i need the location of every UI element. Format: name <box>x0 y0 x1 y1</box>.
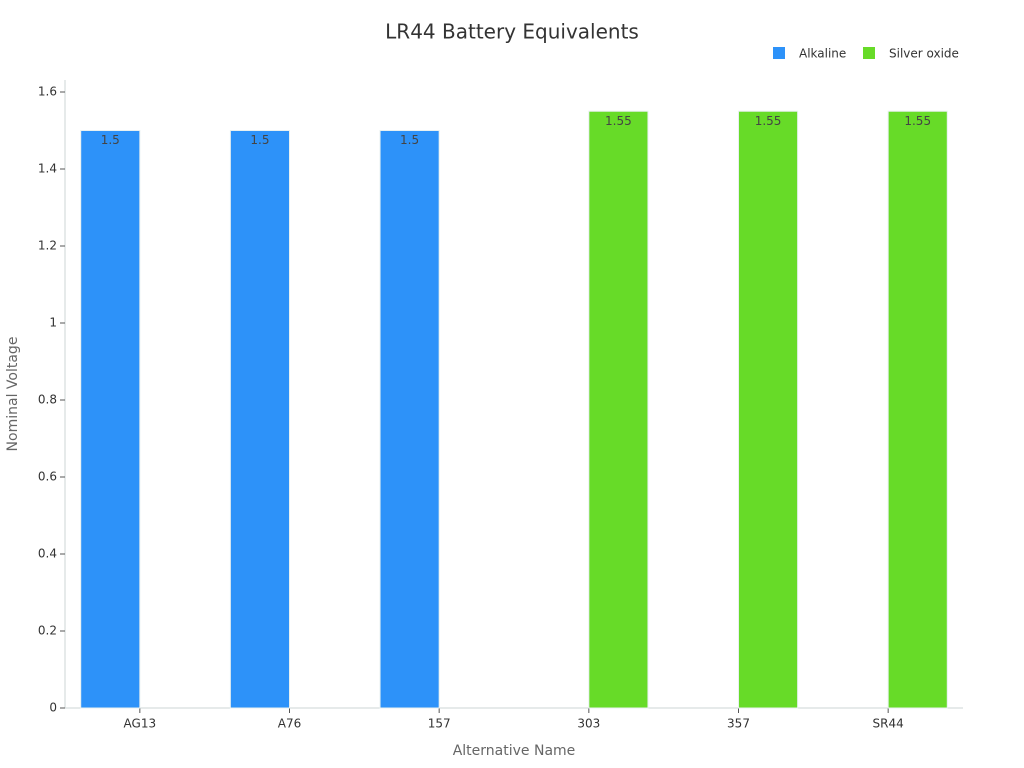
x-tick-label: 157 <box>428 717 451 731</box>
y-tick-label: 1.4 <box>38 162 57 176</box>
bar <box>80 130 141 709</box>
y-tick-label: 0.8 <box>38 393 57 407</box>
bar <box>229 130 290 709</box>
y-axis-title: Nominal Voltage <box>5 337 21 452</box>
x-tick-label: 303 <box>577 717 600 731</box>
value-label: 1.5 <box>400 133 419 147</box>
chart-title: LR44 Battery Equivalents <box>385 20 639 44</box>
value-label: 1.55 <box>755 114 782 128</box>
bar <box>379 130 440 709</box>
bar <box>738 110 799 709</box>
y-tick-label: 0.2 <box>38 624 57 638</box>
x-tick-label: SR44 <box>873 717 904 731</box>
legend-swatch <box>773 47 785 59</box>
y-tick-label: 0 <box>49 701 57 715</box>
x-tick-label: 357 <box>727 717 750 731</box>
y-tick-label: 1.6 <box>38 85 57 99</box>
bar <box>588 110 649 709</box>
y-tick-label: 1.2 <box>38 239 57 253</box>
value-label: 1.5 <box>250 133 269 147</box>
bar <box>887 110 948 709</box>
legend-label: Alkaline <box>799 47 846 61</box>
x-tick-label: A76 <box>278 717 301 731</box>
x-axis-title: Alternative Name <box>453 743 576 759</box>
legend-label: Silver oxide <box>889 47 959 61</box>
value-label: 1.55 <box>904 114 931 128</box>
y-tick-label: 1 <box>49 316 57 330</box>
x-tick-label: AG13 <box>124 717 157 731</box>
value-label: 1.5 <box>101 133 120 147</box>
y-tick-label: 0.6 <box>38 470 57 484</box>
value-label: 1.55 <box>605 114 632 128</box>
legend-swatch <box>863 47 875 59</box>
y-tick-label: 0.4 <box>38 547 57 561</box>
